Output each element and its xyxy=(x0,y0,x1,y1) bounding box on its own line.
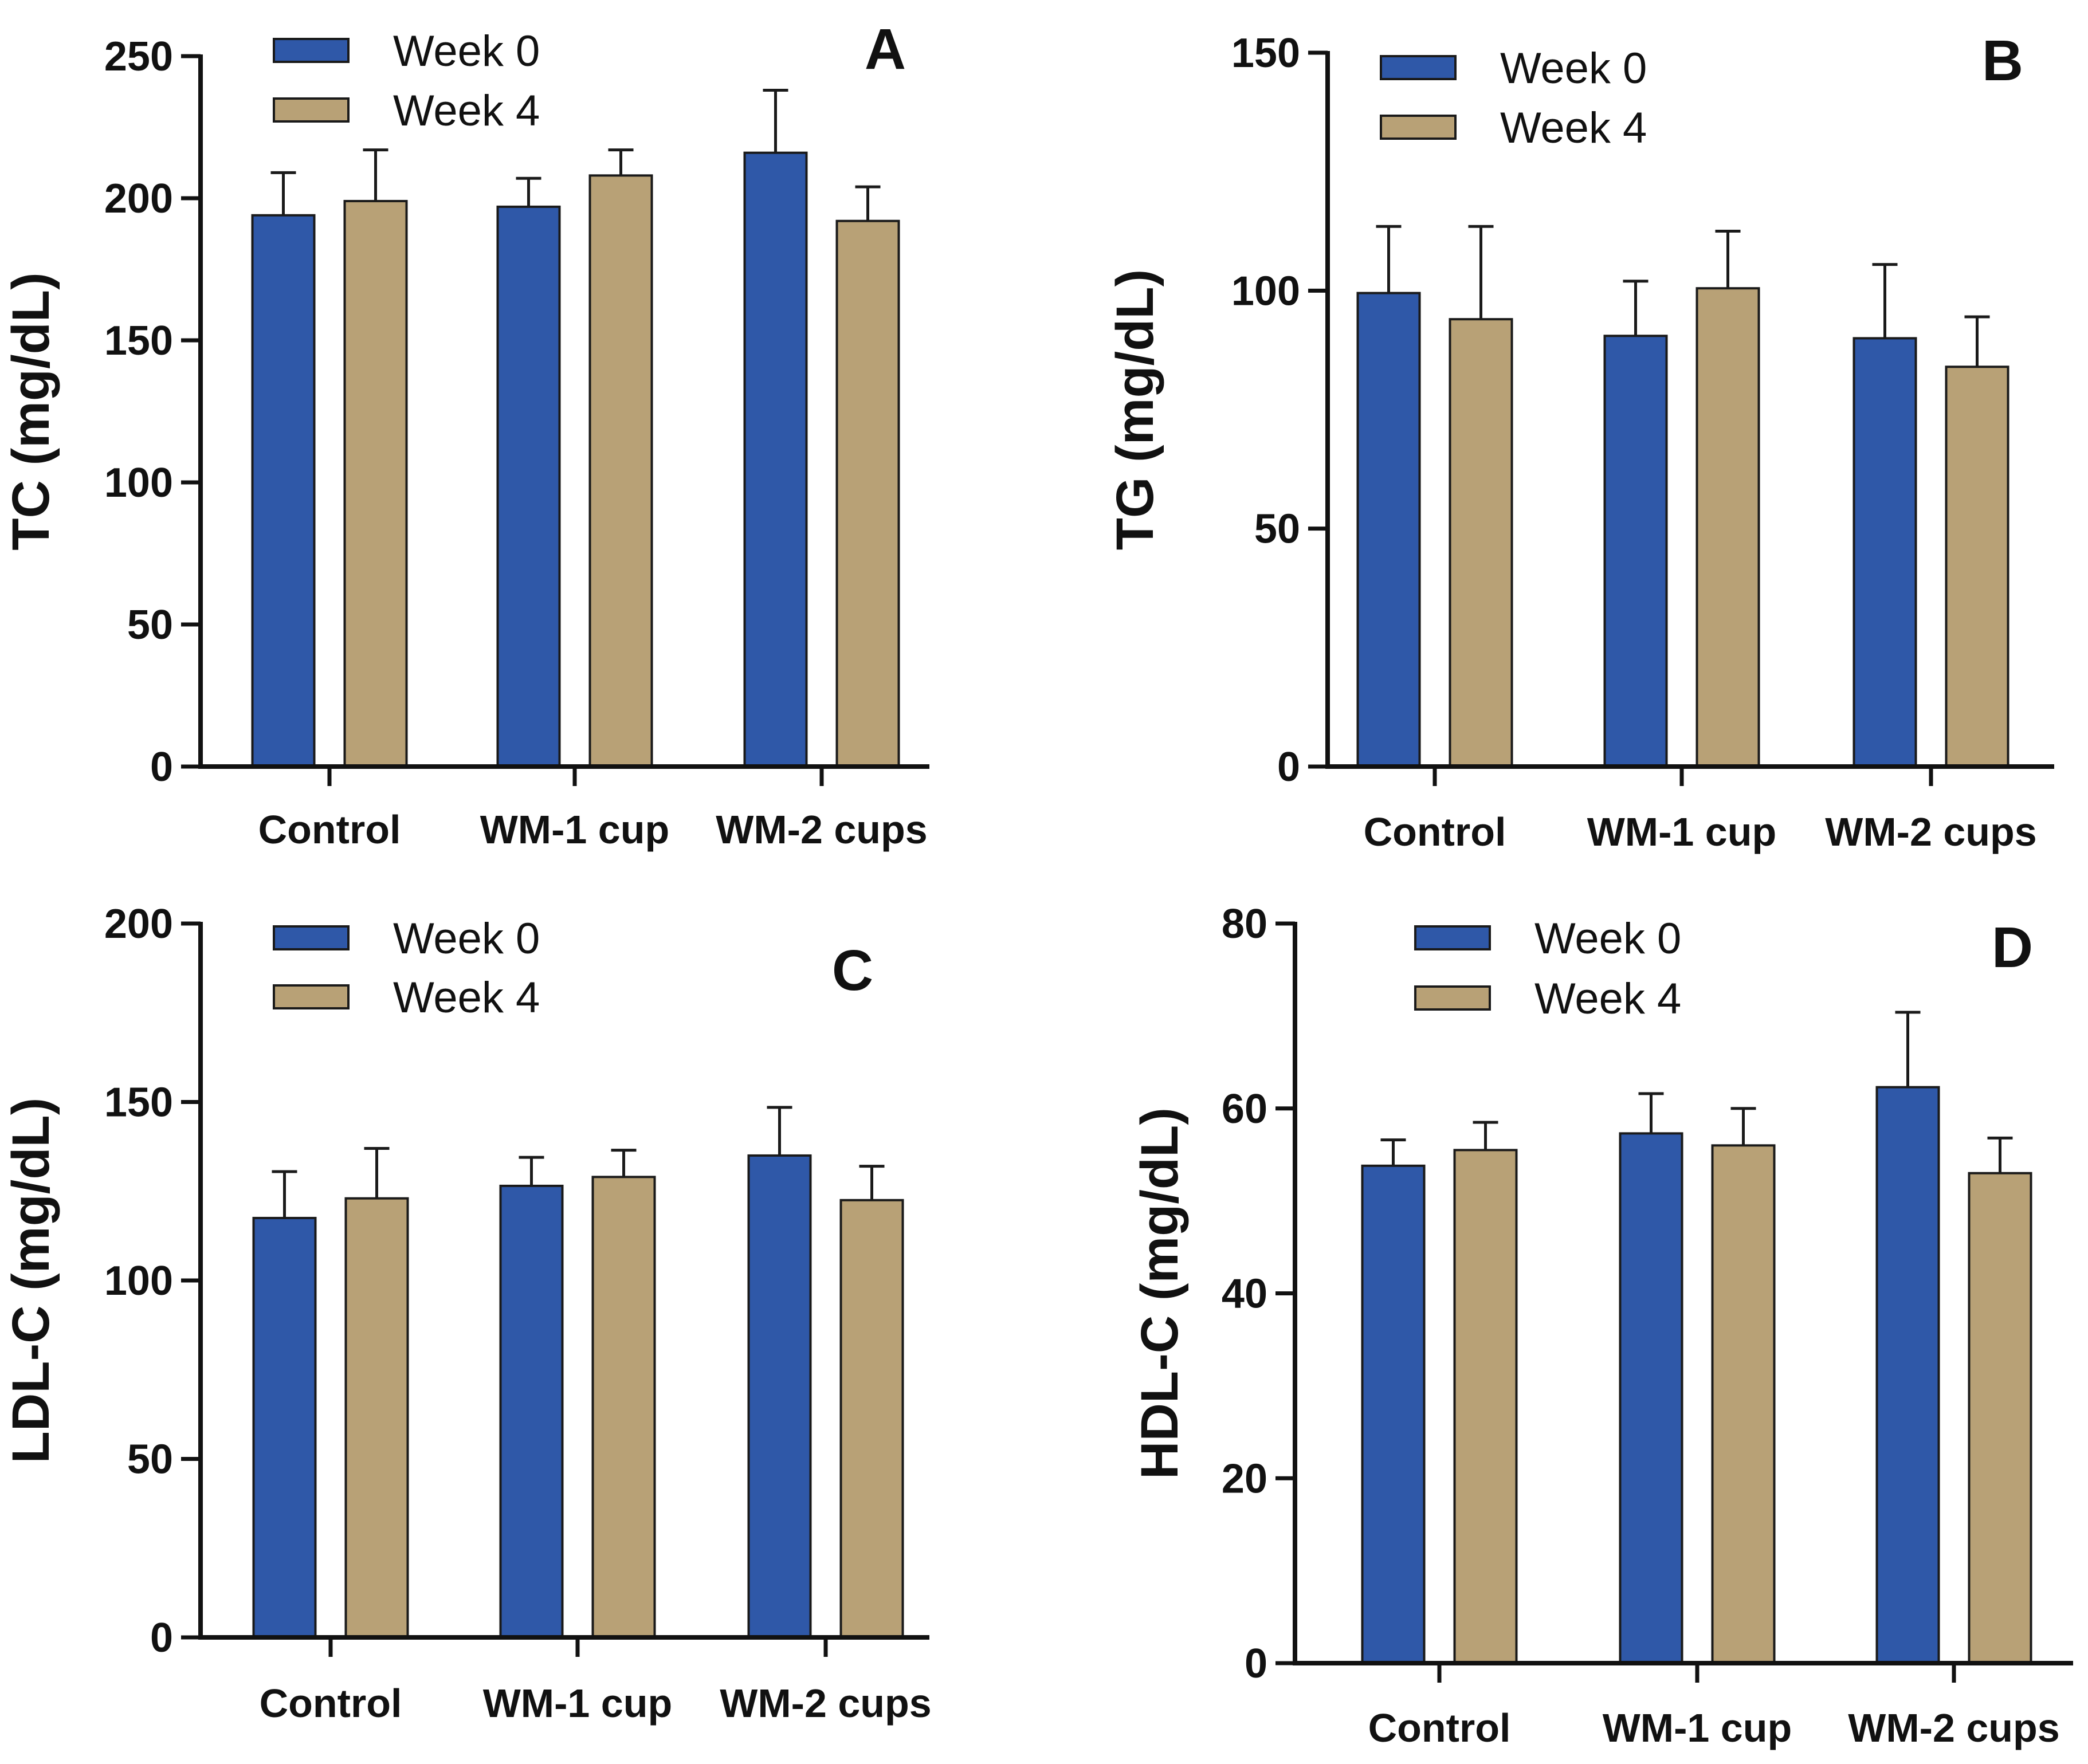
legend-label-week0: Week 0 xyxy=(1534,914,1681,963)
panel-letter: C xyxy=(832,938,873,1003)
y-axis-title: HDL-C (mg/dL) xyxy=(1131,1107,1189,1479)
legend: Week 0 Week 4 xyxy=(1380,44,1647,152)
bar-week0-1 xyxy=(1619,1132,1683,1665)
y-tick-label: 150 xyxy=(1231,30,1300,76)
y-tick-label: 50 xyxy=(127,602,173,648)
x-category-label: WM-1 cup xyxy=(1603,1706,1792,1750)
legend: Week 0 Week 4 xyxy=(273,27,540,135)
y-tick-label: 0 xyxy=(1277,744,1300,790)
bar-week0-2 xyxy=(1875,1086,1940,1665)
bar-week0-1 xyxy=(499,1184,564,1639)
legend-swatch-week0 xyxy=(1414,925,1491,950)
legend-swatch-week0 xyxy=(273,38,350,63)
bar-week0-2 xyxy=(1852,337,1917,768)
bar-week4-2 xyxy=(839,1199,904,1639)
legend-swatch-week0 xyxy=(1380,55,1457,80)
legend-swatch-week4 xyxy=(273,97,350,123)
bar-week0-1 xyxy=(1603,335,1668,768)
legend-label-week4: Week 4 xyxy=(393,973,540,1022)
bar-week4-1 xyxy=(1695,287,1760,768)
bar-week0-0 xyxy=(1356,292,1421,768)
panel-a: 0 50 100 150 200 250 Control WM-1 cup WM-2 cups T… xyxy=(2,17,929,852)
y-tick-label: 50 xyxy=(1254,506,1300,552)
bar-week4-1 xyxy=(1711,1144,1776,1665)
y-tick-label: 50 xyxy=(127,1437,173,1483)
y-tick-label: 100 xyxy=(1231,268,1300,314)
x-category-label: WM-1 cup xyxy=(483,1681,673,1726)
bar-week4-2 xyxy=(835,219,900,768)
panel-d: 0 20 40 60 80 Control WM-1 cup WM-2 cups HDL-C (… xyxy=(1131,901,2073,1750)
bar-week0-0 xyxy=(252,1216,317,1639)
panel-c: 0 50 100 150 200 Control WM-1 cup WM-2 cups LDL-… xyxy=(2,901,932,1726)
x-category-label: WM-1 cup xyxy=(480,807,670,852)
y-tick-label: 150 xyxy=(104,318,173,364)
y-tick-label: 20 xyxy=(1222,1456,1267,1502)
bar-week0-0 xyxy=(251,214,316,768)
x-category-label: Control xyxy=(260,1681,402,1726)
legend-label-week0: Week 0 xyxy=(393,914,540,963)
y-tick-label: 0 xyxy=(150,744,173,790)
bar-week4-2 xyxy=(1945,366,2009,768)
y-tick-label: 200 xyxy=(104,176,173,222)
bar-week4-0 xyxy=(1449,318,1513,768)
legend-swatch-week4 xyxy=(1380,115,1457,140)
bar-week0-2 xyxy=(743,151,808,768)
y-tick-label: 150 xyxy=(104,1080,173,1126)
bar-week4-0 xyxy=(343,199,408,768)
legend-label-week4: Week 4 xyxy=(1500,104,1647,152)
legend: Week 0 Week 4 xyxy=(1414,914,1681,1023)
y-tick-label: 80 xyxy=(1222,901,1267,947)
bar-week4-1 xyxy=(591,1176,656,1639)
y-axis-title: LDL-C (mg/dL) xyxy=(2,1098,60,1464)
bar-week0-1 xyxy=(496,205,561,768)
x-category-label: Control xyxy=(1368,1706,1511,1750)
legend-swatch-week0 xyxy=(273,925,350,950)
panel-b: 0 50 100 150 Control WM-1 cup WM-2 cups TG (mg/… xyxy=(1106,29,2054,854)
x-category-label: WM-2 cups xyxy=(1848,1706,2059,1750)
y-tick-label: 100 xyxy=(104,1258,173,1304)
x-category-label: Control xyxy=(258,807,401,852)
y-tick-label: 0 xyxy=(1245,1641,1267,1687)
x-category-label: WM-1 cup xyxy=(1587,810,1777,854)
panel-letter: D xyxy=(1992,916,2033,980)
bar-week0-0 xyxy=(1361,1164,1426,1664)
y-tick-label: 0 xyxy=(150,1615,173,1661)
legend-label-week0: Week 0 xyxy=(1500,44,1647,93)
y-tick-label: 200 xyxy=(104,901,173,947)
y-tick-label: 100 xyxy=(104,460,173,506)
x-category-label: Control xyxy=(1364,810,1506,854)
x-category-label: WM-2 cups xyxy=(720,1681,931,1726)
bar-week0-2 xyxy=(747,1154,812,1639)
y-tick-label: 40 xyxy=(1222,1271,1267,1317)
panel-letter: B xyxy=(1982,29,2023,93)
bar-week4-0 xyxy=(1453,1149,1518,1664)
x-category-label: WM-2 cups xyxy=(1825,810,2036,854)
legend: Week 0 Week 4 xyxy=(273,914,540,1022)
panel-letter: A xyxy=(865,17,906,81)
y-axis-title: TG (mg/dL) xyxy=(1106,269,1164,551)
y-tick-label: 60 xyxy=(1222,1086,1267,1132)
legend-label-week0: Week 0 xyxy=(393,27,540,76)
x-category-label: WM-2 cups xyxy=(716,807,927,852)
bar-week4-0 xyxy=(344,1197,409,1639)
y-tick-label: 250 xyxy=(104,34,173,80)
legend-label-week4: Week 4 xyxy=(1534,975,1681,1023)
legend-swatch-week4 xyxy=(1414,985,1491,1011)
y-axis-title: TC (mg/dL) xyxy=(2,272,60,550)
bar-week4-2 xyxy=(1968,1172,2032,1664)
legend-swatch-week4 xyxy=(273,984,350,1009)
legend-label-week4: Week 4 xyxy=(393,87,540,135)
bar-week4-1 xyxy=(588,174,653,768)
